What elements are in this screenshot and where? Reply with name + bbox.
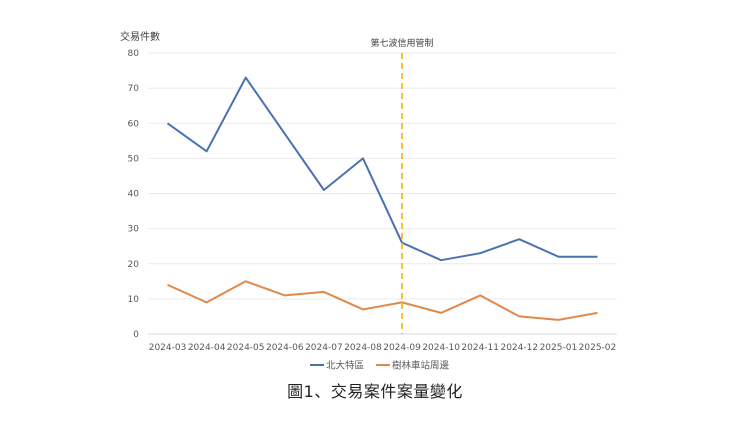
y-tick-label: 70: [128, 84, 140, 94]
y-axis-ticks: 0 10 20 30 40 50 60 70 80: [128, 49, 140, 340]
x-tick-label: 2025-01: [540, 343, 578, 353]
x-tick-label: 2024-03: [149, 343, 187, 353]
y-tick-label: 40: [128, 190, 140, 200]
x-tick-label: 2024-11: [461, 343, 499, 353]
series-line: [166, 76, 598, 262]
x-tick-label: 2024-07: [305, 343, 343, 353]
figure-caption: 圖1、交易案件案量變化: [287, 382, 463, 401]
x-axis-ticks: 2024-03 2024-04 2024-05 2024-06 2024-07 2024-…: [149, 343, 617, 353]
y-tick-label: 20: [128, 260, 140, 270]
series-line: [167, 280, 598, 321]
x-tick-label: 2024-09: [383, 343, 421, 353]
y-tick-label: 50: [128, 154, 140, 164]
y-tick-label: 10: [128, 295, 140, 305]
gridlines: [148, 52, 617, 335]
x-tick-label: 2024-04: [188, 343, 226, 353]
data-series: [166, 76, 598, 321]
legend: 北大特區 樹林車站周邊: [310, 360, 450, 372]
y-tick-label: 30: [128, 225, 140, 235]
x-tick-label: 2024-08: [344, 343, 382, 353]
y-axis-label: 交易件數: [120, 30, 160, 43]
x-tick-label: 2024-10: [422, 343, 460, 353]
x-tick-label: 2024-06: [266, 343, 304, 353]
y-tick-label: 60: [128, 119, 140, 129]
credit-control-annotation: 第七波信用管制: [371, 37, 434, 334]
x-tick-label: 2024-12: [500, 343, 538, 353]
x-tick-label: 2024-05: [227, 343, 265, 353]
legend-label: 樹林車站周邊: [392, 360, 450, 372]
y-tick-label: 80: [128, 49, 140, 59]
x-tick-label: 2025-02: [579, 343, 617, 353]
y-tick-label: 0: [133, 330, 139, 340]
legend-label: 北大特區: [326, 360, 364, 372]
annotation-label: 第七波信用管制: [371, 37, 434, 49]
